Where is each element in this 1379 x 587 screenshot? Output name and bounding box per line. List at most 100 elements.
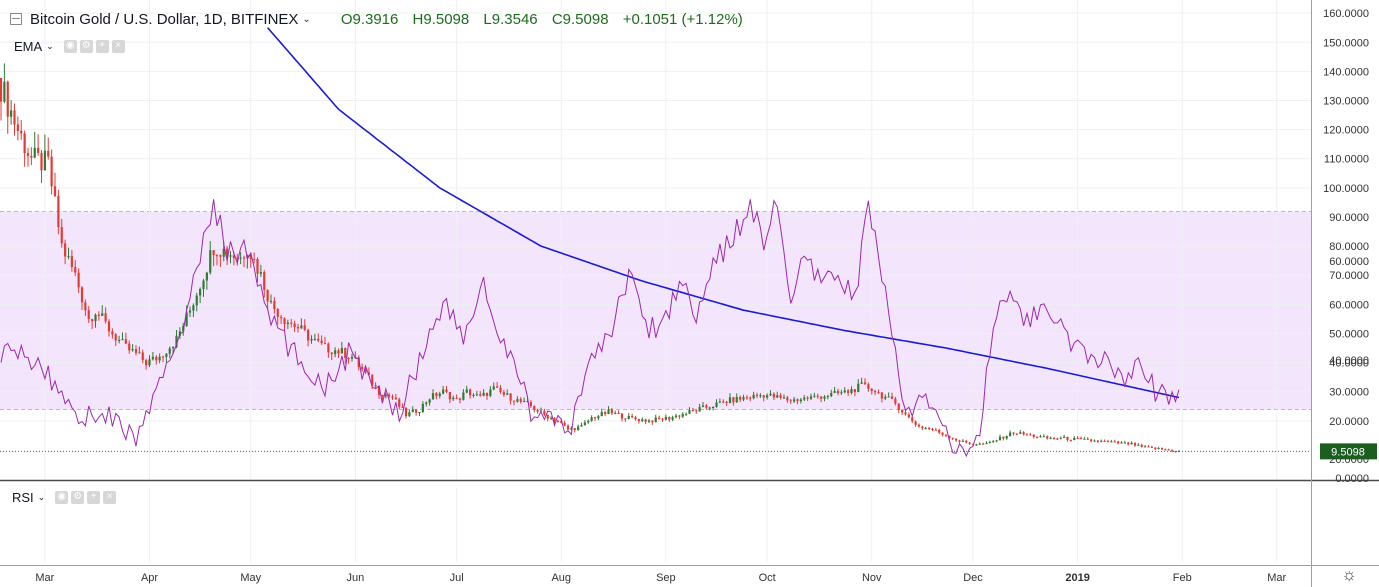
candle-up [1063,436,1066,438]
close-value: C9.5098 [551,10,609,28]
candle-down [863,382,867,385]
candle-up [570,428,573,430]
candle-down [725,401,728,404]
candle-up [776,395,779,398]
candle-down [951,438,954,440]
settings-icon[interactable]: ⚙ [71,490,85,504]
candle-up [988,441,991,444]
rsi-label[interactable]: RSI [12,489,34,505]
candle-up [121,339,124,341]
candle-up [1137,444,1140,446]
candle-up [300,325,303,329]
candle-up [340,348,343,354]
candle-up [1157,448,1160,450]
eye-icon[interactable]: ◉ [63,39,77,53]
candle-up [259,272,262,274]
price-tick-label: 80.0000 [1329,241,1369,253]
candle-down [691,410,694,412]
gear-icon[interactable]: ☼ [1341,565,1357,584]
candle-up [1005,436,1008,439]
time-tick-label: Nov [862,572,882,584]
candle-down [948,435,951,439]
candle-up [438,393,441,397]
candle-down [307,329,310,341]
candles [0,63,1180,453]
candle-up [33,147,36,158]
candle-down [458,398,462,400]
price-tick-label: 120.0000 [1323,125,1369,137]
candle-up [813,395,816,397]
candle-up [685,413,688,415]
low-value: L9.3546 [483,10,538,28]
candle-down [894,398,897,404]
candle-down [107,321,111,332]
chevron-down-icon[interactable]: ⌄ [37,491,46,502]
candle-down [1069,439,1072,441]
candle-up [182,325,185,332]
candle-down [391,396,394,398]
candle-down [968,442,971,444]
candle-up [411,409,414,413]
add-icon[interactable]: + [95,39,109,53]
candle-up [188,310,192,313]
settings-icon[interactable]: ⚙ [79,39,93,53]
candle-down [499,387,502,392]
candle-up [442,389,445,394]
candle-down [1029,434,1032,436]
candle-down [1140,444,1143,447]
price-tick-label: 40.0000 [1329,358,1369,370]
candle-down [455,397,458,399]
chevron-down-icon[interactable]: ⌄ [46,40,54,51]
candle-up [1059,437,1062,439]
candle-down [1066,436,1069,440]
candle-up [742,397,745,400]
close-icon[interactable]: × [103,490,117,504]
candle-up [674,415,678,418]
eye-icon[interactable]: ◉ [55,490,69,504]
candle-down [897,403,900,411]
candle-up [860,382,863,384]
candle-down [1046,436,1049,439]
symbol-title[interactable]: Bitcoin Gold / U.S. Dollar, 1D, BITFINEX [30,10,299,28]
candle-down [273,301,276,309]
chevron-down-icon[interactable]: ⌄ [302,13,311,25]
candle-down [901,410,904,413]
candle-up [101,313,104,316]
candle-down [617,412,620,414]
candle-down [37,147,40,153]
collapse-icon[interactable] [10,13,22,25]
candle-up [94,314,97,322]
candle-up [580,425,583,427]
candle-down [327,343,330,353]
candle-down [658,417,661,419]
candle-down [303,325,306,330]
candle-down [732,397,735,403]
candle-down [296,327,300,329]
candle-down [1164,449,1167,451]
candle-up [425,402,428,404]
ema-label[interactable]: EMA [14,38,43,54]
add-icon[interactable]: + [87,490,101,504]
candle-up [1110,441,1113,443]
candle-up [884,396,887,399]
last-price-tag [1320,443,1377,460]
candle-down [253,258,256,260]
candle-down [445,389,448,393]
candle-down [53,186,57,196]
candle-down [1154,447,1157,449]
high-value: H9.5098 [412,10,470,28]
close-icon[interactable]: × [111,39,125,53]
candle-down [941,432,944,435]
time-tick-label: Mar [1267,572,1286,584]
candle-down [1106,441,1110,443]
candle-down [955,438,958,441]
candle-down [60,227,63,244]
rsi-band [0,211,1311,410]
candle-down [47,150,50,157]
candle-up [1177,451,1180,453]
candle-up [195,295,198,306]
candle-down [934,429,937,431]
candle-down [772,393,775,398]
candle-down [820,396,823,399]
